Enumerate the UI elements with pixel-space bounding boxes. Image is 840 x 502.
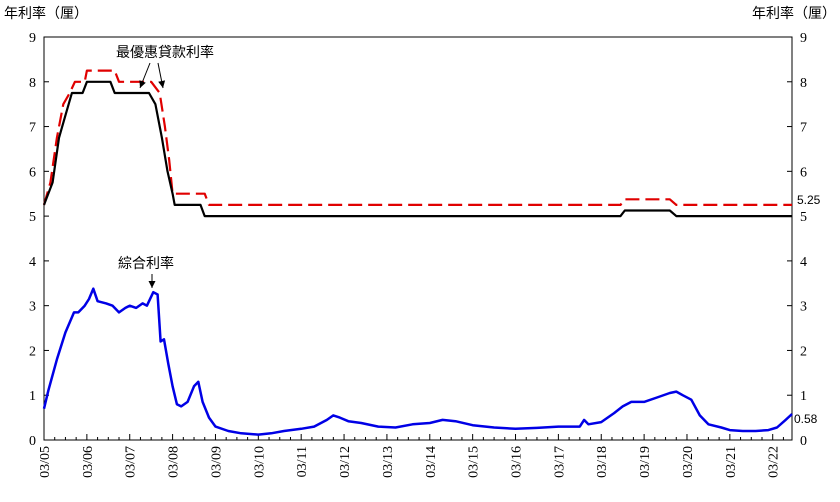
x-tick-label: 03/16 [510,446,525,478]
y-axis-label-right: 年利率（厘） [752,5,836,22]
prime-arrow-left-head [139,80,146,88]
x-tick-label: 03/12 [338,446,353,478]
y-tick-label-right: 4 [800,255,807,270]
y-tick-label-left: 6 [29,165,36,180]
series-layer [42,62,793,436]
y-tick-label-right: 5 [800,210,807,225]
composite-rate-annotation: 綜合利率 [118,255,174,272]
x-tick-label: 03/15 [467,446,482,478]
y-tick-label-left: 0 [29,434,36,449]
y-tick-label-right: 2 [800,344,807,359]
x-tick-label: 03/18 [595,446,610,478]
prime-arrow-right-head [158,80,166,88]
y-tick-label-left: 4 [29,255,36,270]
x-tick-label: 03/09 [209,446,224,478]
prime-rate-annotation: 最優惠貸款利率 [116,44,214,61]
x-tick-label: 03/10 [252,446,267,478]
labels-layer: 年利率（厘） 年利率（厘） 最優惠貸款利率 綜合利率 5.25 0.58 0 0 1… [4,5,836,478]
y-tick-label-left: 5 [29,210,36,225]
y-tick-label-right: 6 [800,165,807,180]
x-tick-label: 03/22 [767,446,782,478]
y-tick-label-left: 7 [29,121,36,136]
x-tick-label: 03/21 [724,446,739,478]
prime-rate-upper-line [42,69,792,206]
x-tick-label: 03/11 [295,446,310,477]
y-tick-label-right: 7 [800,121,807,136]
y-axis-label-left: 年利率（厘） [4,5,88,22]
x-tick-label: 03/08 [167,446,182,478]
y-tick-label-right: 0 [800,434,807,449]
x-tick-label: 03/14 [424,446,439,478]
y-tick-label-left: 8 [29,76,36,91]
y-tick-label-right: 1 [800,389,807,404]
composite-arrow-head [148,281,156,288]
x-tick-label: 03/20 [681,446,696,478]
y-tick-label-right: 9 [800,31,807,46]
axes-layer [43,36,793,441]
prime-end-label: 5.25 [797,193,821,207]
composite-end-label: 0.58 [794,412,818,426]
y-tick-label-left: 2 [29,344,36,359]
y-tick-label-left: 9 [29,31,36,46]
y-tick-label-right: 3 [800,300,807,315]
x-tick-label: 03/06 [81,446,96,478]
y-tick-label-left: 3 [29,300,36,315]
x-tick-label: 03/13 [381,446,396,478]
plot-frame [43,36,793,441]
y-tick-label-left: 1 [29,389,36,404]
x-tick-label: 03/07 [124,446,139,478]
composite-rate-line [42,287,793,436]
x-tick-label: 03/19 [638,446,653,478]
prime-rate-lower-line [42,80,792,218]
x-tick-label: 03/05 [38,446,53,478]
x-tick-label: 03/17 [552,446,567,478]
y-tick-label-right: 8 [800,76,807,91]
